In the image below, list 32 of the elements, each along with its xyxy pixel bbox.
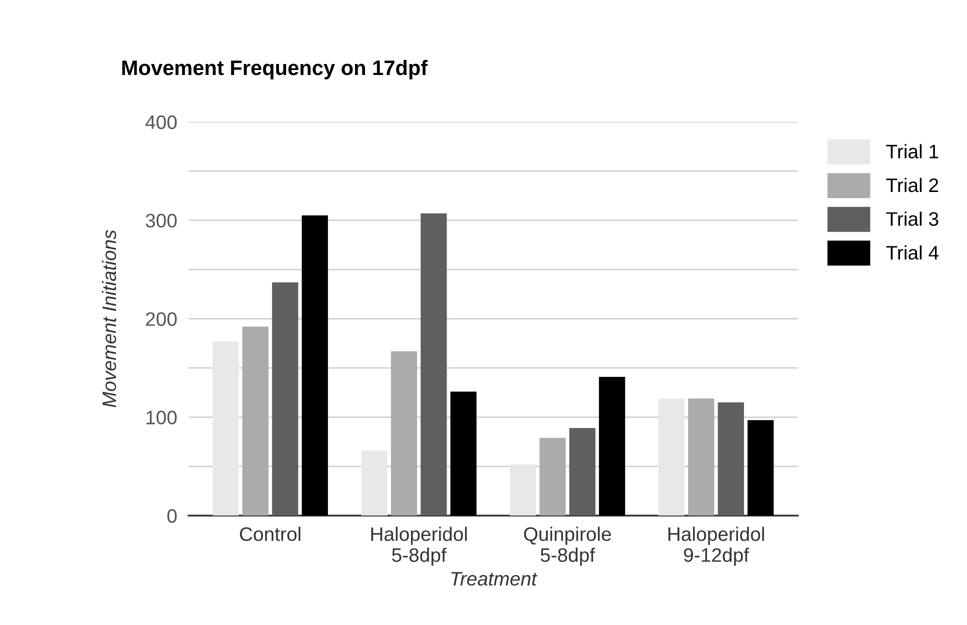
bar: [272, 282, 298, 516]
y-tick-label: 200: [146, 312, 177, 326]
legend-label: Trial 1: [886, 144, 938, 158]
bar: [390, 351, 418, 516]
x-tick-label: Control: [240, 526, 300, 542]
bar: [242, 326, 269, 516]
bar: [302, 215, 328, 516]
bar: [748, 420, 774, 516]
bar: [718, 402, 744, 516]
bar: [569, 428, 596, 516]
bar: [598, 376, 626, 516]
x-tick-label: Haloperidol 5-8dpf: [371, 526, 467, 566]
legend-label: Trial 2: [886, 178, 938, 192]
x-axis-title: Treatment: [451, 572, 538, 586]
bar: [688, 398, 714, 516]
y-tick-label: 400: [145, 115, 177, 130]
y-tick-label: 0: [167, 509, 177, 523]
bar: [540, 438, 566, 516]
chart-title: Movement Frequency on 17dpf: [122, 60, 428, 80]
bar: [212, 341, 239, 516]
bar: [510, 464, 536, 516]
x-tick-label: Haloperidol 9-12dpf: [668, 526, 764, 566]
y-tick-label: 100: [146, 410, 177, 424]
legend-label: Trial 4: [886, 245, 939, 260]
x-tick-label: Quinpirole 5-8dpf: [524, 526, 611, 566]
y-axis-title: Movement Initiations: [102, 230, 116, 408]
bar: [361, 450, 388, 516]
legend-label: Trial 3: [886, 212, 938, 226]
bar: [420, 213, 447, 516]
y-tick-label: 300: [146, 214, 177, 228]
bar: [658, 398, 685, 516]
bar: [450, 392, 477, 516]
